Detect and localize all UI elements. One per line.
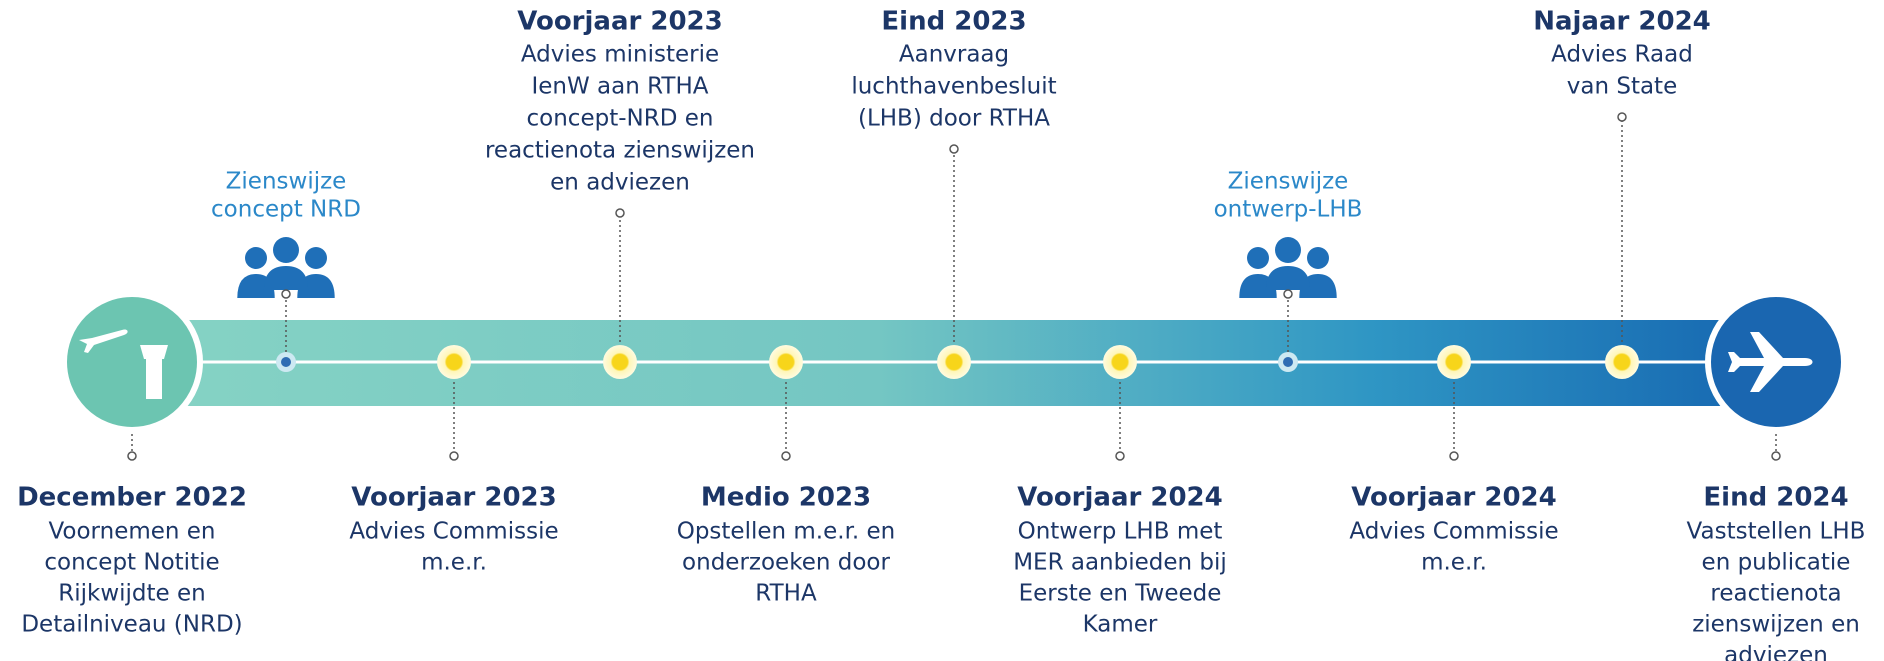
- comment-label: concept NRD: [211, 197, 361, 223]
- connector-end: [127, 451, 137, 461]
- connector-end: [1283, 289, 1293, 299]
- comment-label: Zienswijze: [226, 169, 347, 195]
- milestone-node: [1605, 345, 1639, 379]
- event-text: zienswijzen en: [1692, 612, 1860, 638]
- event-text: m.e.r.: [1421, 550, 1487, 576]
- connector-end: [1617, 112, 1627, 122]
- event-text: Kamer: [1083, 612, 1158, 638]
- event-title: Voorjaar 2024: [1017, 483, 1223, 513]
- connector-end: [1449, 451, 1459, 461]
- event-text: en publicatie: [1702, 550, 1851, 576]
- people-icon: [1239, 237, 1337, 298]
- milestone-node: [603, 345, 637, 379]
- event-text: concept-NRD en: [527, 106, 714, 132]
- event-text: Advies Commissie: [1349, 519, 1558, 545]
- milestone-node: [1103, 345, 1137, 379]
- event-text: Advies Commissie: [349, 519, 558, 545]
- event-text: onderzoeken door: [682, 550, 890, 576]
- event-text: (LHB) door RTHA: [858, 106, 1050, 132]
- event-text: Detailniveau (NRD): [21, 612, 242, 638]
- event-title: Najaar 2024: [1533, 7, 1711, 37]
- event-text: RTHA: [755, 581, 817, 607]
- milestone-node: [937, 345, 971, 379]
- event-title: December 2022: [17, 483, 247, 513]
- event-text: Voornemen en: [48, 519, 215, 545]
- tower-icon: [79, 329, 168, 399]
- start-circle: [61, 291, 203, 433]
- event-title: Voorjaar 2024: [1351, 483, 1557, 513]
- event-text: IenW aan RTHA: [531, 74, 708, 100]
- event-text: en adviezen: [550, 170, 690, 196]
- event-text: MER aanbieden bij: [1013, 550, 1227, 576]
- event-title: Voorjaar 2023: [517, 7, 723, 37]
- milestone-node: [769, 345, 803, 379]
- comment-label: Zienswijze: [1228, 169, 1349, 195]
- event-title: Voorjaar 2023: [351, 483, 557, 513]
- milestone-node: [1437, 345, 1471, 379]
- connector-end: [1771, 451, 1781, 461]
- event-text: Advies ministerie: [521, 42, 719, 68]
- event-text: m.e.r.: [421, 550, 487, 576]
- event-text: reactienota zienswijzen: [485, 138, 755, 164]
- event-title: Eind 2024: [1703, 483, 1848, 513]
- event-title: Eind 2023: [881, 7, 1026, 37]
- connector-end: [281, 289, 291, 299]
- event-text: Advies Raad: [1551, 42, 1693, 68]
- event-text: Eerste en Tweede: [1019, 581, 1222, 607]
- milestone-node: [437, 345, 471, 379]
- event-text: van State: [1567, 74, 1677, 100]
- event-text: adviezen: [1724, 643, 1828, 661]
- event-text: Rijkwijdte en: [58, 581, 205, 607]
- event-title: Medio 2023: [701, 483, 871, 513]
- event-text: luchthavenbesluit: [851, 74, 1056, 100]
- connector-end: [449, 451, 459, 461]
- event-text: reactienota: [1710, 581, 1841, 607]
- connector-end: [1115, 451, 1125, 461]
- plane-icon: [1728, 332, 1813, 392]
- event-text: Ontwerp LHB met: [1018, 519, 1223, 545]
- comment-label: ontwerp-LHB: [1214, 197, 1363, 223]
- people-icon: [237, 237, 335, 298]
- connector-end: [781, 451, 791, 461]
- event-text: Opstellen m.e.r. en: [677, 519, 896, 545]
- event-text: Vaststellen LHB: [1687, 519, 1866, 545]
- connector-end: [615, 208, 625, 218]
- connector-end: [949, 144, 959, 154]
- comment-node-core: [281, 357, 291, 367]
- comment-node-core: [1283, 357, 1293, 367]
- event-text: concept Notitie: [44, 550, 219, 576]
- event-text: Aanvraag: [899, 42, 1009, 68]
